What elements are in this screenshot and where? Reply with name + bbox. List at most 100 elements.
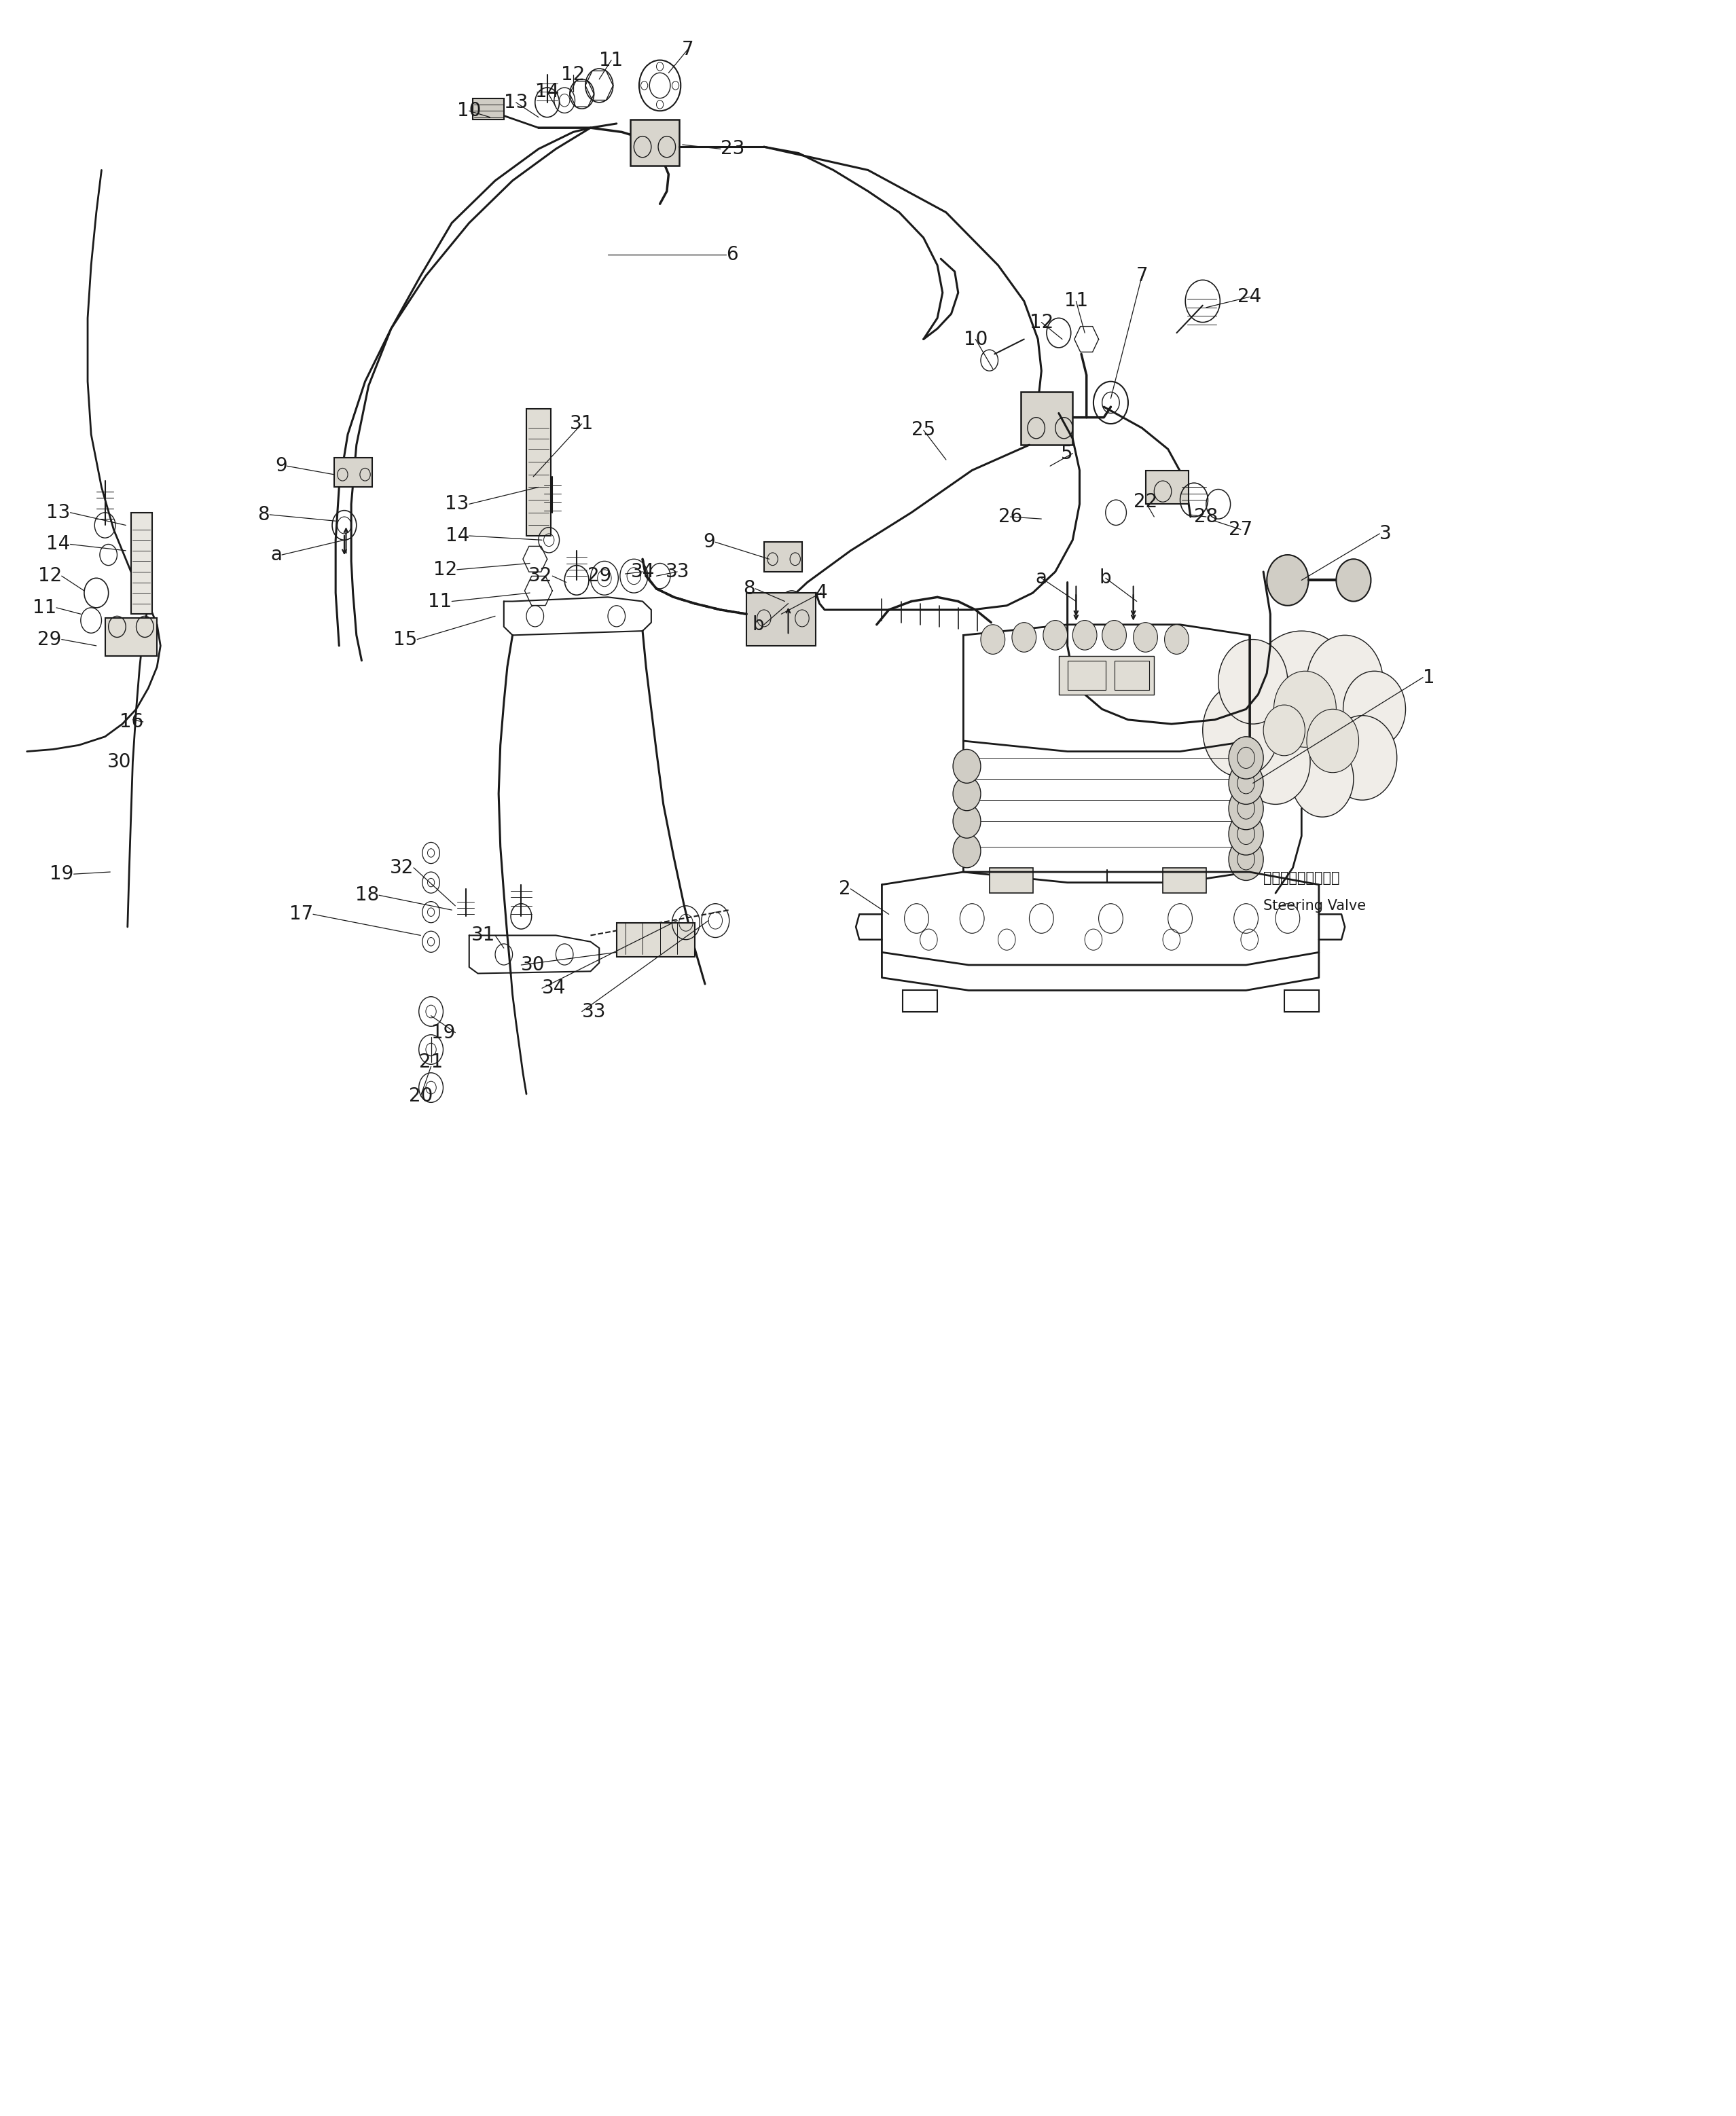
- Text: 30: 30: [108, 753, 130, 772]
- Text: 1: 1: [1424, 669, 1436, 688]
- Bar: [764, 542, 802, 571]
- Circle shape: [1229, 813, 1264, 855]
- Bar: [1285, 990, 1319, 1011]
- Text: 18: 18: [356, 887, 378, 906]
- Text: 11: 11: [33, 599, 57, 618]
- Text: 17: 17: [290, 906, 312, 925]
- Text: 6: 6: [726, 245, 738, 264]
- Text: 29: 29: [587, 567, 611, 586]
- Circle shape: [1264, 705, 1305, 755]
- Text: 14: 14: [444, 527, 469, 546]
- Bar: [746, 592, 816, 645]
- Text: 32: 32: [389, 859, 413, 878]
- Text: 21: 21: [418, 1054, 443, 1071]
- Circle shape: [953, 804, 981, 838]
- Bar: [903, 990, 937, 1011]
- Bar: [630, 118, 679, 165]
- Text: a: a: [1036, 569, 1047, 588]
- Circle shape: [1073, 620, 1097, 650]
- Text: 8: 8: [743, 580, 755, 599]
- Bar: [333, 457, 372, 487]
- Text: 13: 13: [503, 93, 528, 112]
- Text: 13: 13: [47, 504, 69, 523]
- Text: 31: 31: [470, 927, 495, 946]
- Circle shape: [1012, 622, 1036, 652]
- Text: 13: 13: [444, 495, 469, 514]
- Text: 11: 11: [599, 51, 623, 70]
- Circle shape: [1292, 741, 1354, 817]
- Text: 34: 34: [630, 563, 654, 582]
- Text: 15: 15: [392, 631, 417, 650]
- Circle shape: [1165, 624, 1189, 654]
- Circle shape: [1267, 554, 1309, 605]
- Text: a: a: [271, 546, 281, 565]
- Text: ステアリングバルブ: ステアリングバルブ: [1264, 872, 1340, 884]
- Text: 16: 16: [120, 713, 142, 732]
- Circle shape: [1229, 736, 1264, 779]
- Text: 32: 32: [528, 567, 552, 586]
- Text: 33: 33: [665, 563, 689, 582]
- Text: 3: 3: [1380, 525, 1392, 544]
- Circle shape: [953, 749, 981, 783]
- Text: 11: 11: [1064, 292, 1088, 311]
- Text: 12: 12: [1029, 313, 1054, 332]
- Bar: [472, 97, 503, 118]
- Text: 12: 12: [38, 567, 62, 586]
- Bar: [1059, 656, 1154, 694]
- Text: 34: 34: [542, 980, 566, 999]
- Circle shape: [1328, 715, 1397, 800]
- Text: 19: 19: [431, 1024, 455, 1043]
- Text: 14: 14: [535, 83, 559, 102]
- Circle shape: [1246, 631, 1358, 766]
- Text: 12: 12: [432, 561, 457, 580]
- Text: 9: 9: [703, 533, 715, 552]
- Text: Steering Valve: Steering Valve: [1264, 899, 1366, 912]
- Circle shape: [1043, 620, 1068, 650]
- Text: 11: 11: [427, 592, 451, 612]
- Circle shape: [1229, 838, 1264, 880]
- Text: 10: 10: [457, 102, 481, 121]
- Text: 5: 5: [1061, 444, 1073, 463]
- Text: 14: 14: [47, 535, 69, 554]
- Text: 30: 30: [521, 956, 545, 975]
- Text: b: b: [1099, 569, 1111, 588]
- Text: 4: 4: [816, 584, 826, 603]
- Circle shape: [981, 624, 1005, 654]
- Bar: [1163, 868, 1207, 893]
- Text: 28: 28: [1194, 508, 1219, 527]
- Text: 22: 22: [1134, 493, 1158, 512]
- Bar: [1068, 660, 1106, 690]
- Text: 12: 12: [561, 66, 585, 85]
- Circle shape: [1344, 671, 1406, 747]
- Text: 31: 31: [569, 415, 594, 434]
- Bar: [1021, 391, 1073, 444]
- Text: 7: 7: [682, 40, 694, 59]
- Circle shape: [953, 834, 981, 868]
- Text: 20: 20: [408, 1086, 432, 1105]
- Text: 9: 9: [274, 457, 286, 476]
- Bar: [526, 408, 550, 535]
- Circle shape: [1229, 787, 1264, 829]
- Circle shape: [1307, 709, 1359, 772]
- Bar: [1146, 470, 1189, 504]
- Circle shape: [1203, 683, 1279, 777]
- Bar: [616, 923, 694, 956]
- Text: 26: 26: [998, 508, 1023, 527]
- Circle shape: [1134, 622, 1158, 652]
- Text: 29: 29: [38, 631, 62, 650]
- Text: 7: 7: [1135, 267, 1147, 286]
- Bar: [990, 868, 1033, 893]
- Circle shape: [1229, 762, 1264, 804]
- Text: 33: 33: [582, 1003, 606, 1022]
- Circle shape: [1337, 559, 1371, 601]
- Text: 8: 8: [257, 506, 269, 525]
- Text: 25: 25: [911, 421, 936, 440]
- Text: 2: 2: [838, 880, 851, 899]
- Bar: [130, 512, 151, 614]
- Text: b: b: [752, 616, 764, 635]
- Text: 10: 10: [963, 330, 988, 349]
- Circle shape: [1102, 620, 1127, 650]
- Text: 19: 19: [50, 865, 73, 884]
- Circle shape: [953, 777, 981, 810]
- Text: 27: 27: [1229, 521, 1253, 540]
